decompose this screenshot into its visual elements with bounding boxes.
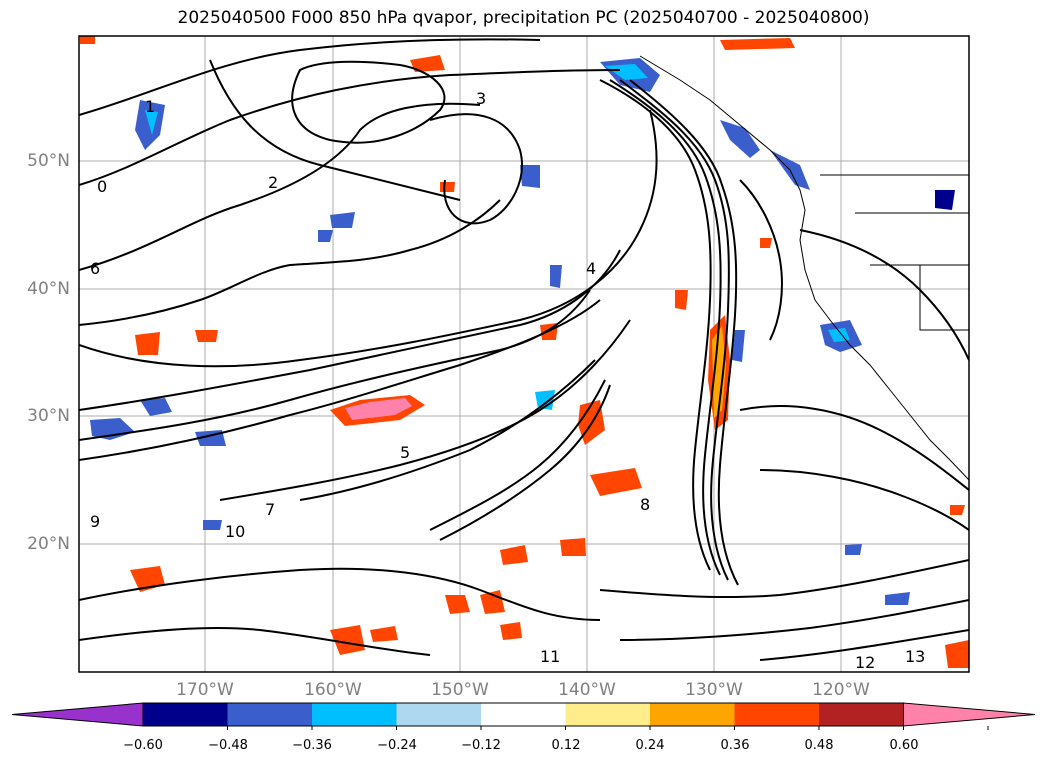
contour-label: 7 [265, 500, 275, 519]
colorbar-segment [396, 703, 482, 726]
lon-label-160w: 160°W [304, 680, 362, 700]
contour-labels: 0 1 2 3 4 5 6 7 8 9 10 11 12 13 [90, 89, 925, 672]
colorbar-tick-label: −0.36 [292, 738, 332, 753]
contour-label: 0 [97, 177, 107, 196]
colorbar-tick-label: 0.60 [889, 738, 919, 753]
qvapor-contours [79, 38, 969, 661]
colorbar-tick-label: −0.12 [461, 738, 501, 753]
contour-label: 12 [855, 653, 875, 672]
colorbar-tick-label: −0.60 [123, 738, 163, 753]
colorbar-tick-label: −0.48 [208, 738, 248, 753]
colorbar-segment [143, 703, 228, 726]
contour-label: 8 [640, 495, 650, 514]
colorbar-segment [565, 703, 651, 726]
lon-label-130w: 130°W [685, 680, 743, 700]
colorbar-segment [734, 703, 820, 726]
lon-label-140w: 140°W [558, 680, 616, 700]
colorbar-segment [650, 703, 735, 726]
map-frame [78, 35, 970, 673]
map-plot-area [79, 36, 969, 672]
contour-label: 3 [476, 89, 486, 108]
contour-label: 10 [225, 522, 245, 541]
lat-label-20n: 20°N [27, 534, 70, 554]
precip-anomaly-patches [80, 36, 969, 668]
contour-label: 4 [586, 259, 596, 278]
contour-label: 1 [145, 97, 155, 116]
map-content: 0 1 2 3 4 5 6 7 8 9 10 11 12 13 [79, 36, 969, 672]
colorbar-extend-max [903, 702, 1036, 727]
colorbar-tick-label: 0.24 [635, 738, 665, 753]
coastlines [639, 55, 969, 481]
colorbar-tick-label: 0.12 [551, 738, 581, 753]
contour-label: 6 [90, 259, 100, 278]
contour-label: 9 [90, 512, 100, 531]
map-title: 2025040500 F000 850 hPa qvapor, precipit… [177, 8, 870, 28]
lat-label-40n: 40°N [27, 279, 70, 299]
contour-label: 11 [540, 647, 560, 666]
lat-label-50n: 50°N [27, 151, 70, 171]
colorbar-tick-label: −0.24 [377, 738, 417, 753]
contour-label: 2 [268, 173, 278, 192]
colorbar-segment [819, 703, 904, 726]
lon-label-170w: 170°W [176, 680, 234, 700]
colorbar [11, 702, 1036, 730]
colorbar-tick-label: 0.48 [804, 738, 834, 753]
lon-label-150w: 150°W [431, 680, 489, 700]
colorbar-frame [142, 702, 904, 727]
colorbar-extend-min [11, 702, 144, 727]
colorbar-segment [481, 703, 566, 726]
lat-label-30n: 30°N [27, 406, 70, 426]
colorbar-segment [227, 703, 313, 726]
contour-label: 5 [400, 443, 410, 462]
colorbar-segment [312, 703, 397, 726]
colorbar-tick-label: 0.36 [720, 738, 750, 753]
lon-label-120w: 120°W [812, 680, 870, 700]
contour-label: 13 [905, 647, 925, 666]
